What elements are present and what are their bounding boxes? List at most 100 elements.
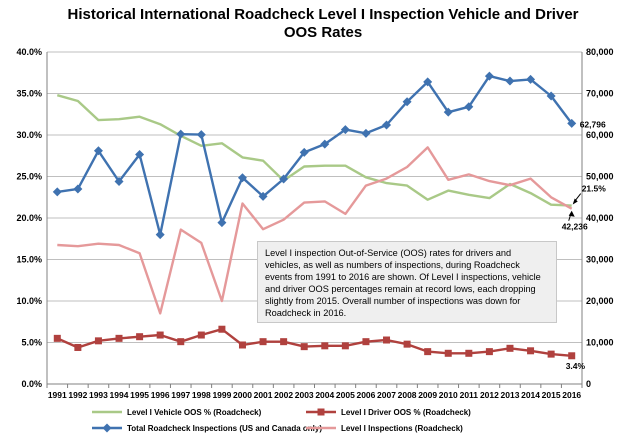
data-point-diamond bbox=[567, 118, 577, 128]
y-right-tick-label: 20,000 bbox=[586, 296, 614, 306]
y-left-tick-label: 10.0% bbox=[16, 296, 42, 306]
data-label: 3.4% bbox=[566, 361, 586, 371]
data-point-square bbox=[177, 338, 185, 346]
data-point-diamond bbox=[52, 187, 62, 197]
data-point-square bbox=[506, 344, 514, 352]
y-left-tick-label: 20.0% bbox=[16, 213, 42, 223]
legend-marker-square bbox=[317, 408, 325, 416]
data-point-diamond bbox=[382, 120, 392, 130]
data-point-diamond bbox=[505, 76, 515, 86]
x-tick-label: 1994 bbox=[110, 390, 129, 400]
data-point-square bbox=[300, 343, 308, 351]
data-label: 62,796 bbox=[580, 119, 606, 129]
data-point-diamond bbox=[155, 230, 165, 240]
y-right-tick-label: 0 bbox=[586, 379, 591, 389]
legend-label: Level I Vehicle OOS % (Roadcheck) bbox=[127, 408, 262, 417]
annotations: 62,796 21.5% 42,236 3.4% bbox=[562, 119, 607, 370]
data-label: 21.5% bbox=[582, 184, 607, 194]
data-point-square bbox=[424, 348, 432, 356]
data-label: 42,236 bbox=[562, 222, 588, 232]
x-tick-label: 1995 bbox=[130, 390, 149, 400]
data-point-diamond bbox=[361, 128, 371, 138]
annotation-arrowhead bbox=[572, 198, 578, 205]
data-point-square bbox=[259, 338, 267, 346]
data-point-square bbox=[465, 349, 473, 357]
data-point-square bbox=[74, 343, 82, 351]
data-point-diamond bbox=[258, 191, 268, 201]
y-left-tick-label: 35.0% bbox=[16, 89, 42, 99]
data-point-diamond bbox=[320, 139, 330, 149]
data-point-square bbox=[485, 348, 493, 356]
data-point-square bbox=[94, 337, 102, 345]
data-point-square bbox=[53, 334, 61, 342]
data-point-square bbox=[568, 352, 576, 360]
data-point-square bbox=[197, 331, 205, 339]
x-tick-label: 2009 bbox=[418, 390, 437, 400]
x-tick-label: 1992 bbox=[68, 390, 87, 400]
data-point-square bbox=[115, 334, 123, 342]
x-tick-label: 2001 bbox=[254, 390, 273, 400]
gridlines bbox=[47, 51, 582, 385]
data-point-square bbox=[156, 331, 164, 339]
series-line bbox=[57, 74, 573, 236]
x-tick-label: 2006 bbox=[356, 390, 375, 400]
x-tick-label: 2012 bbox=[480, 390, 499, 400]
x-tick-label: 2003 bbox=[295, 390, 314, 400]
y-right-tick-label: 10,000 bbox=[586, 338, 614, 348]
y-left-tick-label: 30.0% bbox=[16, 130, 42, 140]
x-tick-label: 2015 bbox=[542, 390, 561, 400]
x-tick-label: 2013 bbox=[501, 390, 520, 400]
data-point-square bbox=[383, 336, 391, 344]
data-point-diamond bbox=[402, 97, 412, 107]
data-point-diamond bbox=[526, 74, 536, 84]
x-tick-label: 2005 bbox=[336, 390, 355, 400]
series-line bbox=[56, 94, 572, 207]
chart-title-line-2: OOS Rates bbox=[284, 24, 362, 41]
data-point-square bbox=[527, 347, 535, 355]
data-point-diamond bbox=[464, 102, 474, 112]
legend-label: Level I Driver OOS % (Roadcheck) bbox=[341, 408, 471, 417]
annotation-arrowhead bbox=[568, 210, 575, 217]
data-point-diamond bbox=[196, 130, 206, 140]
data-point-diamond bbox=[135, 150, 145, 160]
data-point-square bbox=[280, 338, 288, 346]
legend-marker-diamond bbox=[102, 423, 112, 433]
chart-title-line-1: Historical International Roadcheck Level… bbox=[68, 6, 579, 23]
y-left-tick-label: 40.0% bbox=[16, 47, 42, 57]
data-point-square bbox=[341, 342, 349, 350]
y-left-tick-label: 15.0% bbox=[16, 255, 42, 265]
x-tick-label: 1998 bbox=[192, 390, 211, 400]
legend-label: Level I Inspections (Roadcheck) bbox=[341, 424, 463, 433]
series-markers bbox=[52, 71, 577, 360]
data-point-diamond bbox=[93, 146, 103, 156]
data-point-diamond bbox=[423, 77, 433, 87]
data-point-square bbox=[321, 342, 329, 350]
x-tick-label: 1999 bbox=[212, 390, 231, 400]
y-left-tick-label: 25.0% bbox=[16, 172, 42, 182]
x-tick-label: 2014 bbox=[521, 390, 540, 400]
data-point-diamond bbox=[176, 129, 186, 139]
data-point-square bbox=[218, 325, 226, 333]
x-tick-label: 2008 bbox=[398, 390, 417, 400]
note-box: Level I inspection Out-of-Service (OOS) … bbox=[257, 241, 557, 323]
data-point-diamond bbox=[340, 125, 350, 135]
y-right-tick-label: 80,000 bbox=[586, 47, 614, 57]
series-line bbox=[57, 146, 573, 315]
x-tick-label: 2010 bbox=[439, 390, 458, 400]
axes: 0.0% 0 5.0% 10,000 10.0% 20,000 15.0% 30,000 20.… bbox=[16, 47, 613, 400]
x-tick-label: 2007 bbox=[377, 390, 396, 400]
x-tick-label: 1996 bbox=[151, 390, 170, 400]
data-point-diamond bbox=[443, 107, 453, 117]
data-point-square bbox=[403, 340, 411, 348]
x-tick-label: 1991 bbox=[48, 390, 67, 400]
data-point-diamond bbox=[217, 218, 227, 228]
x-tick-label: 2004 bbox=[315, 390, 334, 400]
data-point-diamond bbox=[279, 174, 289, 184]
legend-label: Total Roadcheck Inspections (US and Cana… bbox=[127, 424, 322, 433]
x-tick-label: 1997 bbox=[171, 390, 190, 400]
data-point-diamond bbox=[484, 71, 494, 81]
y-right-tick-label: 50,000 bbox=[586, 172, 614, 182]
data-point-square bbox=[136, 333, 144, 341]
data-point-square bbox=[547, 350, 555, 358]
x-tick-label: 2000 bbox=[233, 390, 252, 400]
